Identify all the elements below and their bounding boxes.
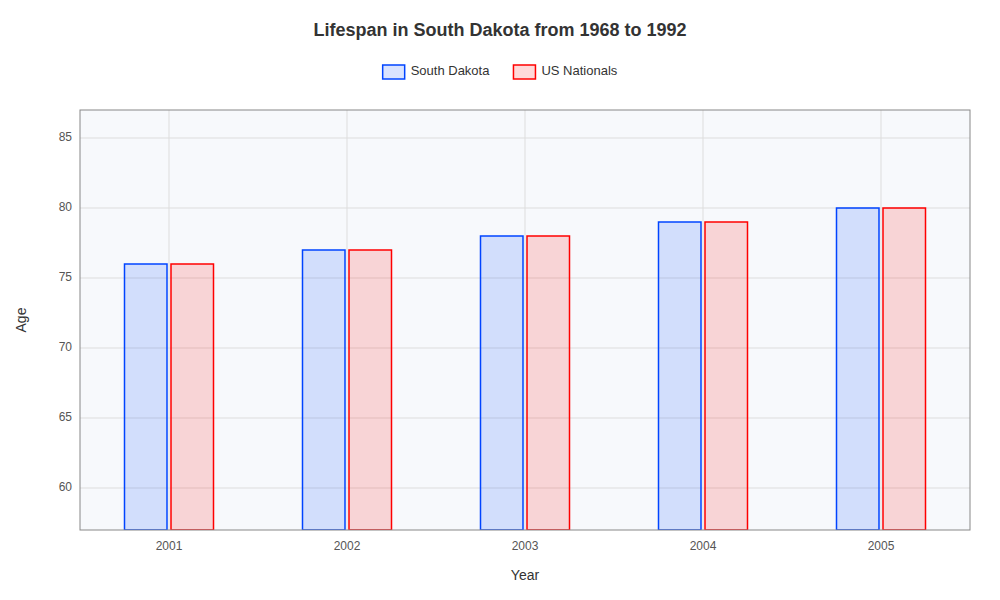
y-tick-label: 75 bbox=[59, 270, 73, 284]
chart-title: Lifespan in South Dakota from 1968 to 19… bbox=[313, 20, 686, 40]
x-tick-label: 2003 bbox=[512, 539, 539, 553]
x-tick-label: 2001 bbox=[156, 539, 183, 553]
plot-background bbox=[80, 110, 970, 530]
x-grid-line bbox=[169, 110, 170, 530]
x-tick-label: 2002 bbox=[334, 539, 361, 553]
bar bbox=[659, 222, 702, 530]
legend-label: South Dakota bbox=[411, 63, 491, 78]
x-tick-label: 2004 bbox=[690, 539, 717, 553]
y-axis-label: Age bbox=[13, 307, 29, 332]
x-axis-label: Year bbox=[511, 567, 540, 583]
legend-item: US Nationals bbox=[513, 63, 617, 79]
bar bbox=[883, 208, 926, 530]
y-tick-label: 80 bbox=[59, 200, 73, 214]
x-tick-label: 2005 bbox=[868, 539, 895, 553]
plot-frame bbox=[80, 110, 970, 530]
x-grid-line bbox=[347, 110, 348, 530]
y-tick-label: 85 bbox=[59, 130, 73, 144]
bars bbox=[125, 208, 926, 530]
chart-svg: 60 65 70 75 80 85 2001 2002 2003 2004 2005 Lifespan… bbox=[0, 0, 1000, 600]
legend-swatch bbox=[513, 65, 535, 79]
y-tick-label: 65 bbox=[59, 410, 73, 424]
legend-label: US Nationals bbox=[541, 63, 617, 78]
bar bbox=[349, 250, 392, 530]
bar bbox=[125, 264, 168, 530]
legend-swatch bbox=[383, 65, 405, 79]
x-grid-line bbox=[881, 110, 882, 530]
bar bbox=[171, 264, 214, 530]
legend-item: South Dakota bbox=[383, 63, 491, 79]
y-tick-label: 70 bbox=[59, 340, 73, 354]
bar bbox=[837, 208, 880, 530]
page: Chart html, body { margin: 0; padding: 0… bbox=[0, 0, 1000, 600]
grid bbox=[80, 110, 970, 530]
bar bbox=[303, 250, 346, 530]
legend: South Dakota US Nationals bbox=[383, 63, 618, 79]
page-body: {"chart_data": {"type": "bar", "title": … bbox=[0, 0, 1000, 600]
y-tick-label: 60 bbox=[59, 480, 73, 494]
bar bbox=[527, 236, 570, 530]
chart-container: 60 65 70 75 80 85 2001 2002 2003 2004 2005 Lifespan… bbox=[0, 0, 1000, 600]
x-grid-line bbox=[703, 110, 704, 530]
bar bbox=[481, 236, 524, 530]
x-grid-line bbox=[525, 110, 526, 530]
bar bbox=[705, 222, 748, 530]
